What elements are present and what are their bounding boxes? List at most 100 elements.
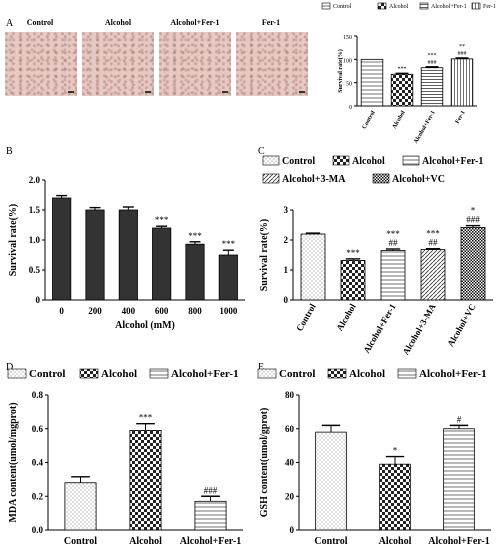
bar-control [360,58,384,107]
x-tick-label-200: 200 [88,306,102,316]
legend-swatch-alcohol-3-ma [262,173,280,184]
significance-label: *** [428,53,437,59]
bar-alcohol-vc [460,227,486,301]
legend-swatch-alcohol-fer-1 [149,368,169,379]
legend-swatch-alcohol-vc [372,173,390,184]
bar-alcohol [340,260,366,301]
y-tick-label: 0.5 [29,265,41,275]
bar-fer-1 [450,58,474,107]
significance-label: *** [386,229,400,239]
bar-control [300,233,326,301]
legend-swatch-alcohol-fer-1 [402,155,420,166]
y-tick-label: 150 [343,35,352,41]
significance-label: ### [466,215,480,225]
significance-label: ### [204,485,218,495]
x-tick-label-400: 400 [122,306,136,316]
y-tick-label: 100 [343,58,352,64]
y-tick-label: 3 [284,205,289,215]
y-tick-label: 1.5 [29,205,41,215]
bar-alcohol-3-ma [420,249,446,301]
significance-label: # [457,414,462,424]
bar-600 [152,227,172,301]
significance-label: *** [139,413,153,423]
y-tick-label: 60 [285,424,295,434]
legend-label-control: Control [282,156,315,167]
significance-label: ## [429,238,439,248]
bar-control [64,482,97,531]
y-tick-label: 2 [284,235,289,245]
significance-label: * [393,446,398,456]
x-tick-label-alcohol-fer-1: Alcohol+Fer-1 [180,536,241,547]
legend-label-alcohol-vc: Alcohol+VC [392,174,445,185]
y-axis-label: Survival rate(%) [8,204,19,277]
legend-label-alcohol-3-ma: Alcohol+3-MA [282,174,346,185]
micrograph-label-alcohol-fer1: Alcohol+Fer-1 [170,18,220,27]
y-tick-label: 40 [285,458,295,468]
x-tick-label-alcohol-fer-1: Alcohol+Fer-1 [428,536,489,547]
panel-letter-e: E [258,362,265,373]
y-axis-label: GSH content(umol/gprot) [259,408,270,518]
bar-alcohol-fer-1 [380,250,406,301]
legend-swatch-control [321,2,331,10]
x-tick-label-control: Control [314,536,347,547]
y-axis-label: MDA content(umol/mgprot) [8,402,19,522]
legend-label-alcohol-fer-1: Alcohol+Fer-1 [422,156,483,167]
legend-label-alcohol: Alcohol [101,368,137,380]
x-tick-label-alcohol-fer-1: Alcohol+Fer-1 [413,110,437,145]
x-tick-label-800: 800 [188,306,202,316]
micrograph-label-control: Control [26,18,54,27]
x-tick-label-control: Control [64,536,97,547]
y-tick-label: 0.4 [32,458,44,468]
chart-c-survival-rate-treatments: Control Alcohol Alcohol+Fer-1 Alcohol+3-MA A… [259,155,493,356]
x-tick-label-alcohol-vc: Alcohol+VC [445,302,477,348]
panel-letter-a: A [6,18,14,29]
bar-1000 [218,254,238,301]
micrograph-fer1 [236,32,308,96]
scale-bar [68,91,74,93]
panel-letter-c: C [258,146,265,157]
x-tick-label-0: 0 [59,306,64,316]
panel-letter-d: D [6,362,14,373]
y-tick-label: 20 [285,491,295,501]
legend-label-control: Control [333,4,352,10]
legend-label-control: Control [29,368,65,380]
y-axis-label: Survival rate(%) [337,49,344,93]
y-tick-label: 0.6 [32,424,44,434]
significance-label: ## [389,238,399,248]
significance-label: *** [155,215,169,225]
scale-bar [222,91,228,93]
bar-alcohol-fer-1 [194,500,227,531]
legend-swatch-alcohol-fer-1 [397,368,417,379]
x-tick-label-1000: 1000 [219,306,238,316]
y-tick-label: 0 [36,295,41,305]
significance-label: ### [458,51,467,57]
legend-swatch-alcohol [327,368,347,379]
legend-swatch-fer-1 [471,2,481,10]
y-axis-label: Survival rate(%) [259,219,270,292]
legend-swatch-control [262,155,280,166]
significance-label: *** [426,229,440,239]
chart-b-survival-alcohol-dose: 0 0.5 1.0 1.5 2.0 Survival rate(%) 0 200 400 *** 6… [8,175,245,331]
panel-letter-b: B [6,146,13,157]
legend-label-alcohol-fer-1: Alcohol+Fer-1 [171,368,239,380]
x-tick-label-fer-1: Fer-1 [455,110,467,125]
y-tick-label: 50 [346,82,352,88]
x-tick-label-control: Control [362,110,377,131]
legend-swatch-alcohol [332,155,350,166]
significance-label: *** [346,248,360,258]
significance-label: *** [222,239,236,249]
y-tick-label: 1 [284,265,289,275]
bar-alcohol [379,463,411,531]
legend-label-alcohol-fer-1: Alcohol+Fer-1 [419,368,487,380]
bar-alcohol [129,430,162,531]
x-tick-label-alcohol: Alcohol [129,536,162,547]
legend-swatch-control [257,368,277,379]
x-tick-label-control: Control [294,302,318,333]
bar-alcohol [390,73,414,107]
legend-label-alcohol: Alcohol [352,156,385,167]
legend-label-alcohol-fer-1: Alcohol+Fer-1 [431,4,467,10]
legend-label-control: Control [279,368,315,380]
legend-swatch-alcohol-fer-1 [419,2,429,10]
x-tick-label-alcohol: Alcohol [392,110,407,130]
y-tick-label: 0 [290,525,295,535]
